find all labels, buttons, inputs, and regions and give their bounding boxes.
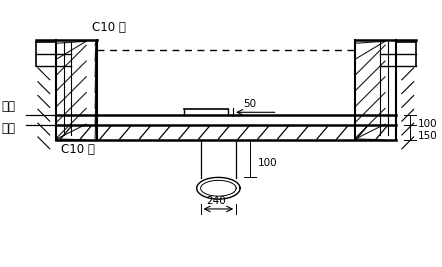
Text: 100: 100 [258, 158, 278, 168]
Text: C10 砼: C10 砼 [92, 21, 126, 34]
Text: 100: 100 [418, 119, 437, 129]
Text: 石屑: 石屑 [1, 100, 15, 113]
Text: 150: 150 [418, 131, 438, 142]
Text: C10 砼: C10 砼 [61, 143, 95, 156]
Text: 240: 240 [206, 196, 226, 206]
Text: 50: 50 [243, 99, 256, 109]
Text: 填实: 填实 [1, 122, 15, 135]
